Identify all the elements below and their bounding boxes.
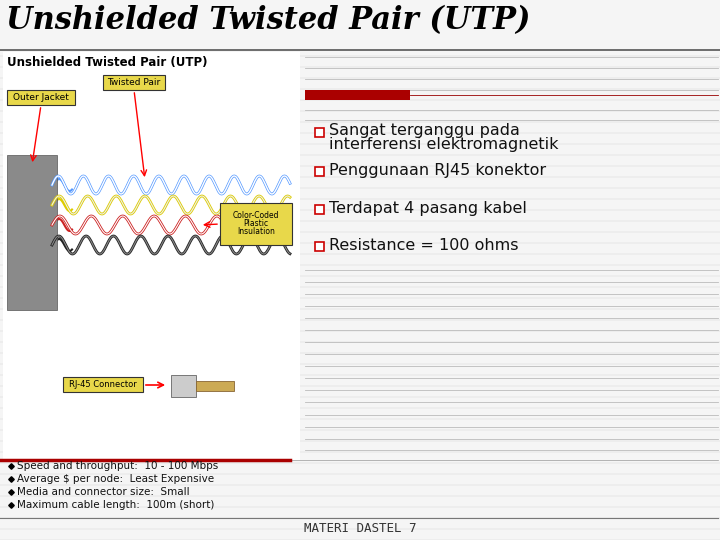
Bar: [315, 205, 324, 214]
Text: Terdapat 4 pasang kabel: Terdapat 4 pasang kabel: [329, 200, 527, 215]
Bar: [7, 155, 57, 310]
Text: Sangat terganggu pada: Sangat terganggu pada: [329, 124, 520, 138]
Text: Color-Coded: Color-Coded: [233, 212, 279, 220]
Bar: [0, 0, 720, 50]
Bar: [315, 242, 324, 251]
Text: Plastic: Plastic: [243, 219, 269, 228]
Bar: [305, 90, 410, 100]
Text: RJ-45 Connector: RJ-45 Connector: [69, 380, 137, 389]
Text: Unshielded Twisted Pair (UTP): Unshielded Twisted Pair (UTP): [7, 56, 207, 69]
Text: Twisted Pair: Twisted Pair: [107, 78, 161, 87]
Bar: [196, 381, 234, 391]
Text: interferensi elektromagnetik: interferensi elektromagnetik: [329, 138, 559, 152]
Bar: [63, 377, 143, 392]
Bar: [315, 167, 324, 176]
Text: Outer Jacket: Outer Jacket: [13, 93, 69, 102]
Bar: [3, 52, 300, 460]
Text: Maximum cable length:  100m (short): Maximum cable length: 100m (short): [17, 500, 215, 510]
Text: Speed and throughput:  10 - 100 Mbps: Speed and throughput: 10 - 100 Mbps: [17, 461, 218, 471]
Text: MATERI DASTEL 7: MATERI DASTEL 7: [304, 523, 416, 536]
Bar: [103, 75, 165, 90]
Bar: [220, 203, 292, 245]
Text: Unshielded Twisted Pair (UTP): Unshielded Twisted Pair (UTP): [6, 5, 531, 36]
Bar: [7, 90, 75, 105]
Text: Average $ per node:  Least Expensive: Average $ per node: Least Expensive: [17, 474, 214, 484]
Text: Media and connector size:  Small: Media and connector size: Small: [17, 487, 189, 497]
Bar: [171, 375, 196, 397]
Text: Insulation: Insulation: [237, 227, 275, 237]
Bar: [315, 128, 324, 137]
Text: Penggunaan RJ45 konektor: Penggunaan RJ45 konektor: [329, 163, 546, 178]
Text: Resistance = 100 ohms: Resistance = 100 ohms: [329, 238, 518, 253]
